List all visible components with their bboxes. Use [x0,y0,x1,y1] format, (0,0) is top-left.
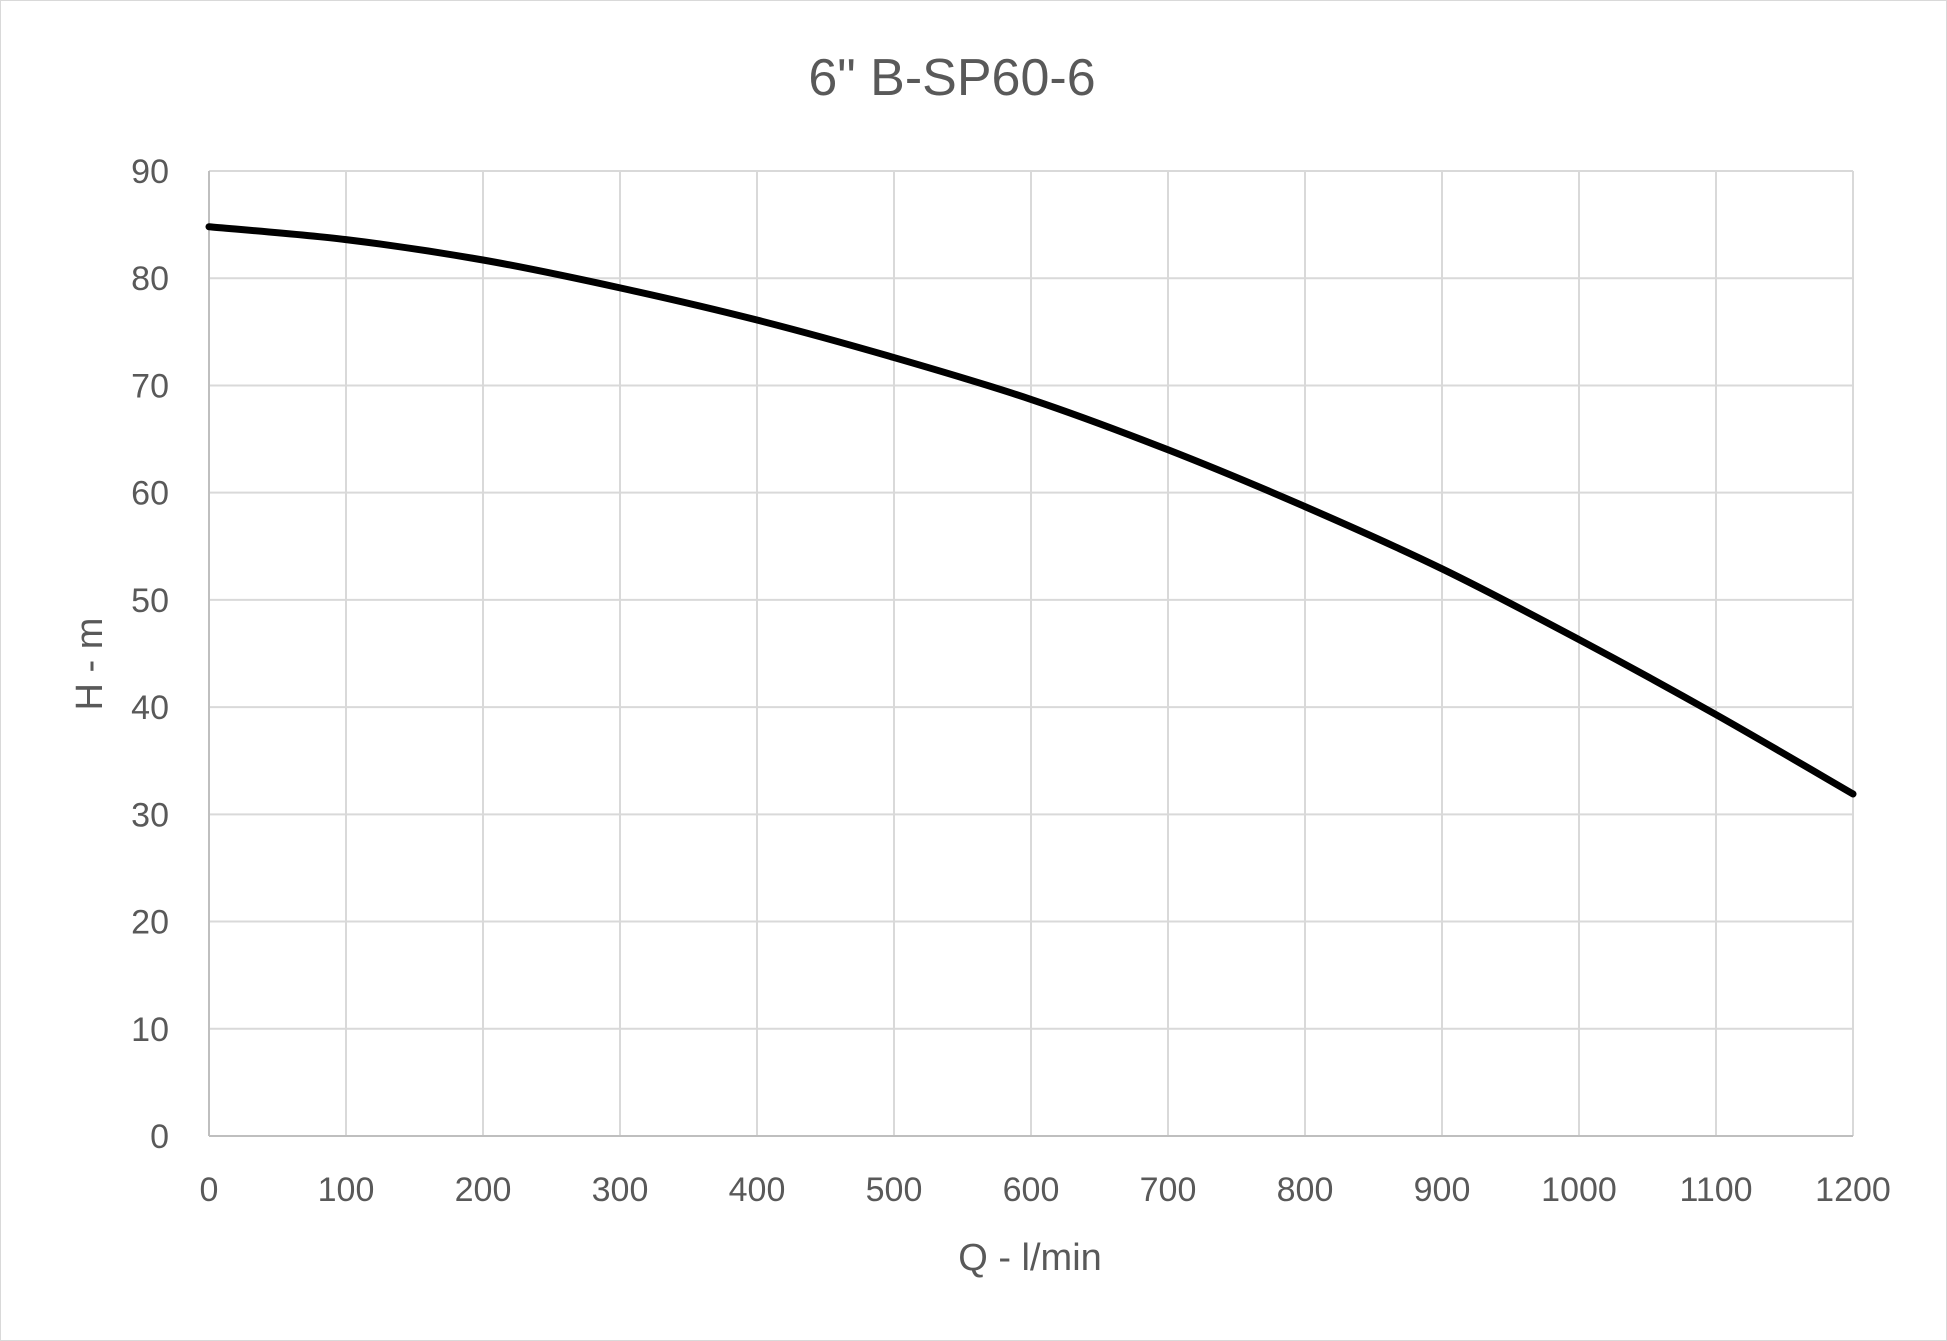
y-tick-label: 60 [131,475,169,513]
y-tick-labels: 0 10 20 30 40 50 60 70 80 90 [131,153,169,1156]
y-tick-label: 50 [131,582,169,620]
x-tick-label: 1200 [1815,1171,1891,1209]
x-tick-label: 700 [1140,1171,1197,1209]
y-axis-label: H - m [69,618,111,711]
x-tick-label: 300 [592,1171,649,1209]
y-tick-label: 0 [150,1118,169,1156]
x-tick-label: 800 [1277,1171,1334,1209]
axes [208,171,1853,1137]
x-tick-label: 500 [866,1171,923,1209]
x-tick-labels: 0 100 200 300 400 500 600 700 800 900 1000 1100 1200 [200,1171,1891,1209]
x-tick-label: 1000 [1541,1171,1617,1209]
chart-title: 6" B-SP60-6 [808,49,1095,107]
x-tick-label: 100 [318,1171,375,1209]
x-tick-label: 200 [455,1171,512,1209]
x-tick-label: 900 [1414,1171,1471,1209]
y-tick-label: 10 [131,1011,169,1049]
y-tick-label: 80 [131,260,169,298]
series-layer [205,223,1857,798]
x-tick-label: 400 [729,1171,786,1209]
x-tick-label: 0 [200,1171,219,1209]
y-tick-label: 30 [131,796,169,834]
y-tick-label: 20 [131,904,169,942]
y-tick-label: 90 [131,153,169,191]
h-q-curve [205,223,1857,798]
y-tick-label: 40 [131,689,169,727]
x-tick-label: 600 [1003,1171,1060,1209]
x-axis-label: Q - l/min [958,1237,1102,1279]
x-tick-label: 1100 [1679,1171,1752,1209]
y-tick-label: 70 [131,367,169,405]
